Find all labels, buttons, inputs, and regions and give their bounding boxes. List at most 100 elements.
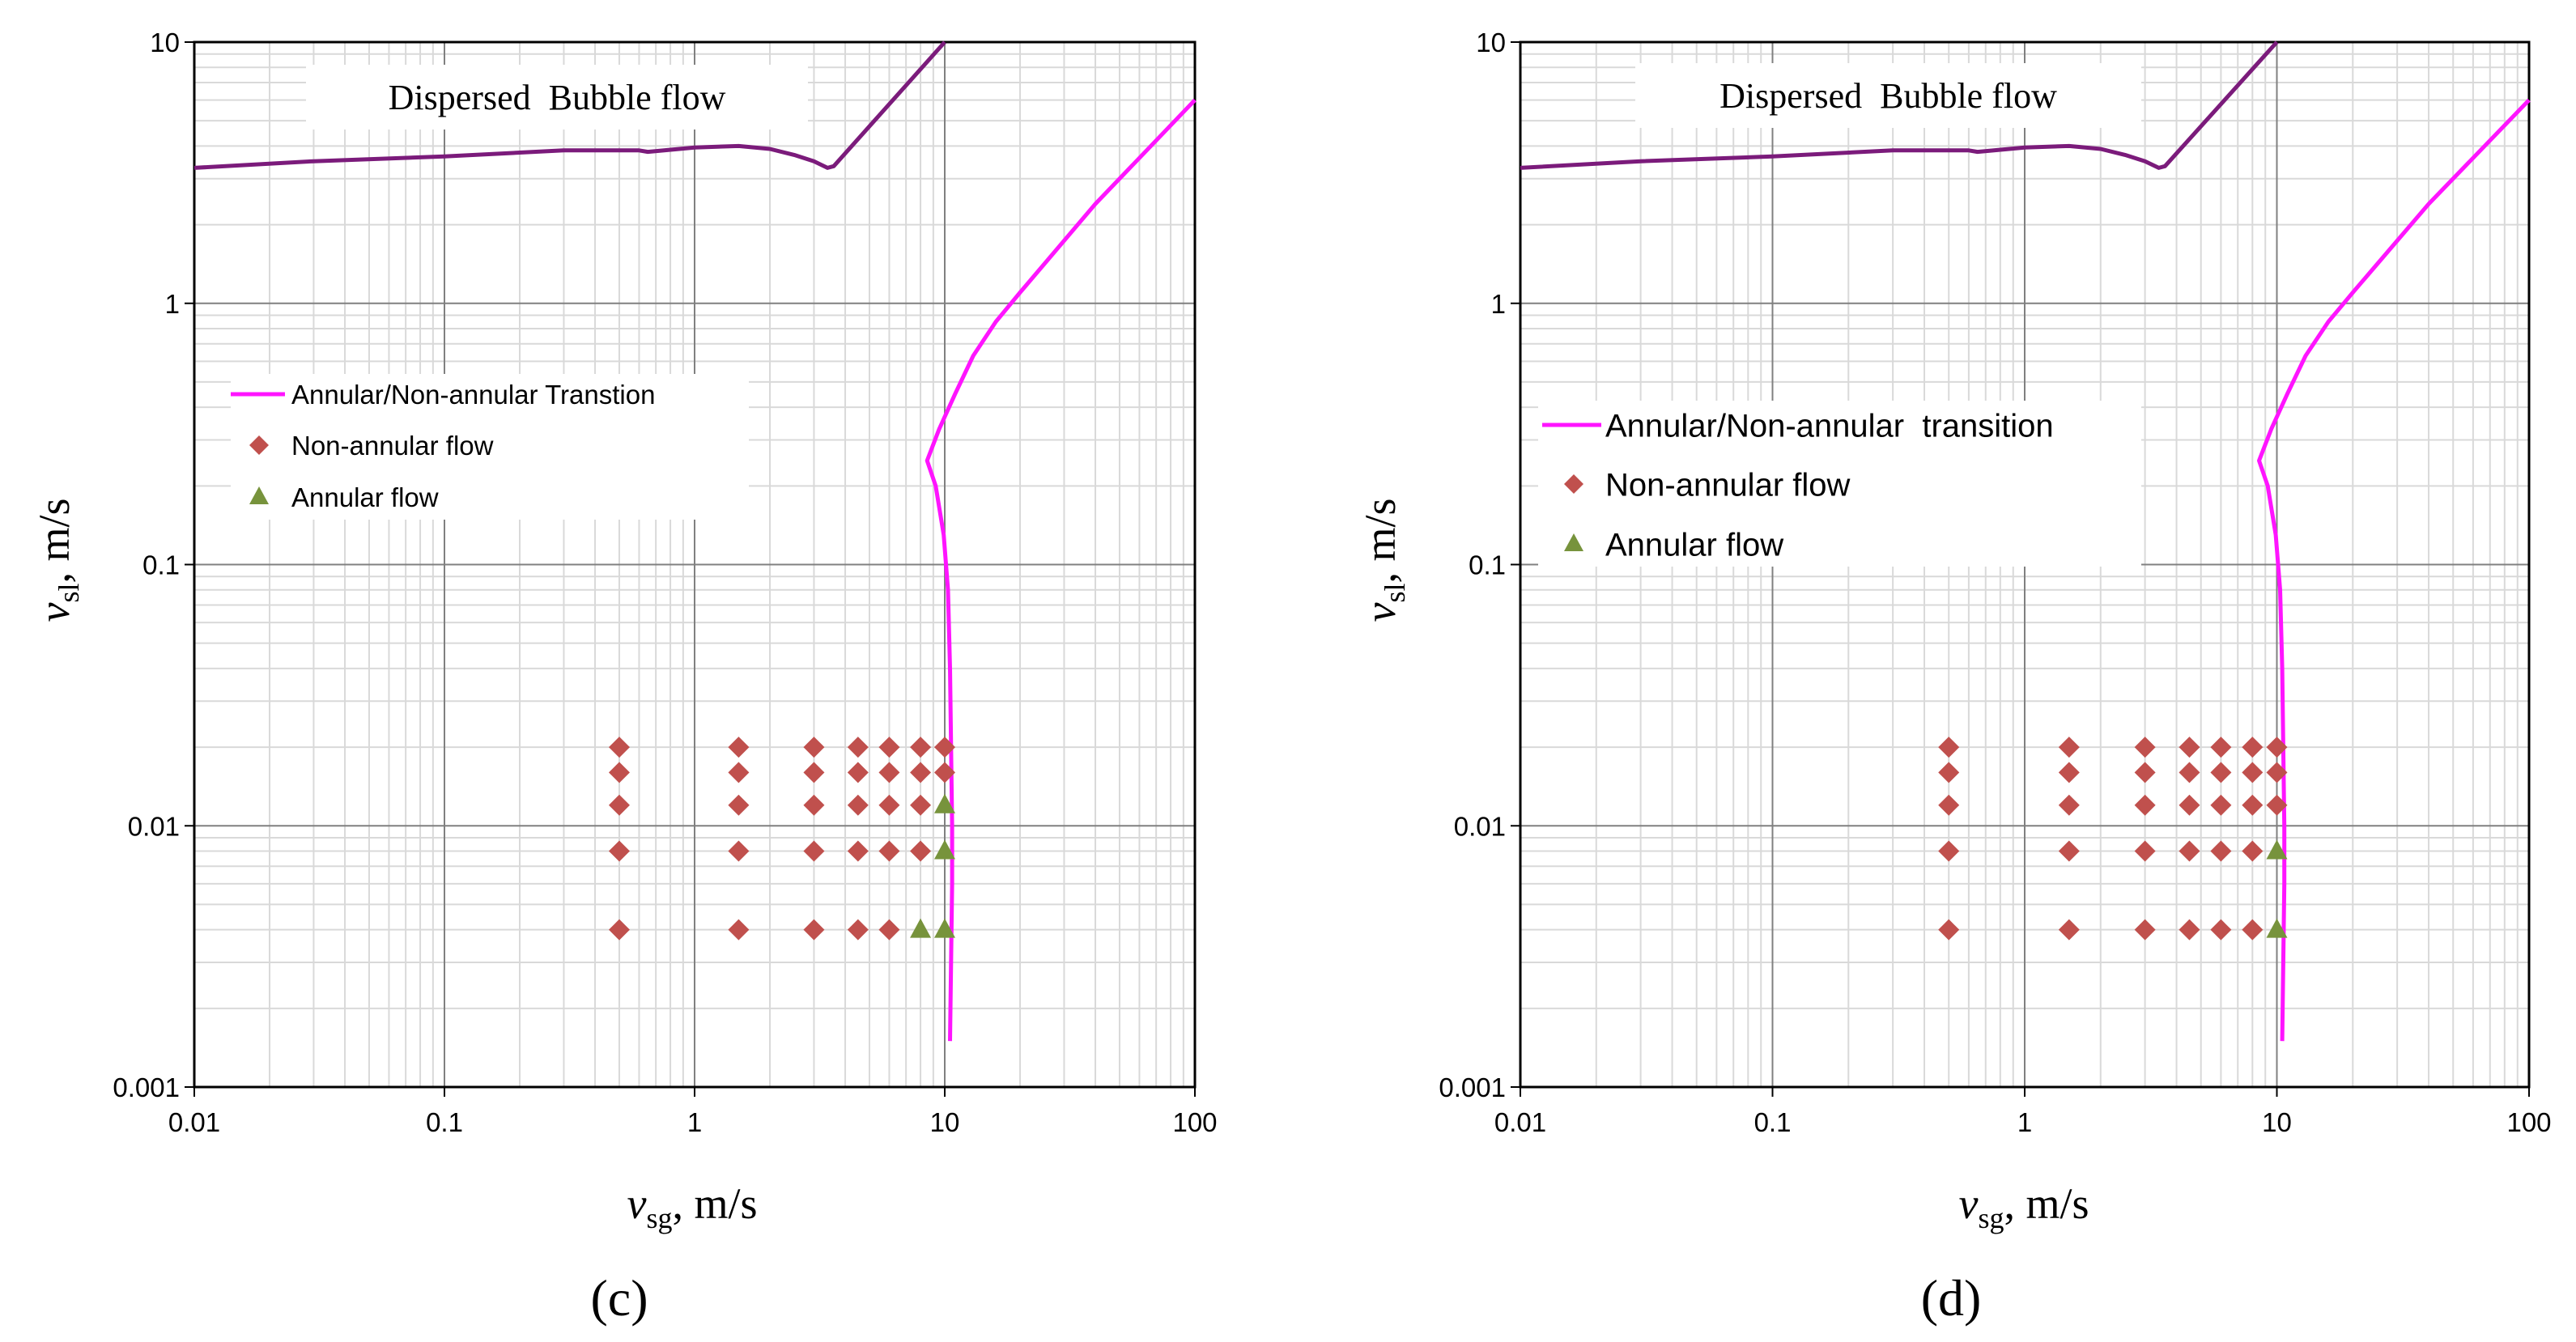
x-tick-label: 100: [1172, 1107, 1217, 1137]
legend-box: [231, 374, 749, 520]
marker-non-annular: [2179, 762, 2200, 784]
marker-non-annular: [1938, 737, 1960, 758]
legend-label-annular: Annular flow: [291, 482, 439, 512]
marker-non-annular: [2210, 737, 2232, 758]
marker-non-annular: [847, 919, 869, 941]
marker-non-annular: [1938, 762, 1960, 784]
marker-non-annular: [1938, 794, 1960, 816]
legend-label-transition: Annular/Non-annular transition: [1605, 408, 2054, 444]
marker-non-annular: [2210, 762, 2232, 784]
marker-annular: [2266, 839, 2288, 860]
marker-non-annular: [2179, 840, 2200, 862]
marker-non-annular: [934, 737, 955, 758]
marker-non-annular: [2242, 737, 2264, 758]
marker-non-annular: [728, 840, 750, 862]
marker-non-annular: [2266, 794, 2288, 816]
marker-non-annular: [2266, 762, 2288, 784]
marker-non-annular: [728, 919, 750, 941]
y-tick-label: 0.1: [1469, 550, 1506, 580]
marker-non-annular: [910, 794, 932, 816]
marker-non-annular: [803, 762, 825, 784]
marker-non-annular: [608, 762, 630, 784]
marker-non-annular: [2179, 919, 2200, 941]
marker-non-annular: [608, 737, 630, 758]
marker-non-annular: [847, 762, 869, 784]
marker-annular: [934, 793, 955, 813]
marker-non-annular: [2134, 919, 2156, 941]
marker-non-annular: [2179, 737, 2200, 758]
marker-non-annular: [2134, 840, 2156, 862]
marker-annular: [934, 918, 955, 938]
series-line-bubble-boundary: [193, 40, 946, 170]
plot-frame: [1519, 40, 2531, 1089]
legend-label-transition: Annular/Non-annular Transtion: [291, 380, 655, 410]
marker-non-annular: [1938, 919, 1960, 941]
marker-non-annular: [878, 737, 900, 758]
legend-swatch-annular: [1564, 533, 1583, 551]
y-tick-label: 0.01: [1454, 811, 1506, 841]
y-tick-label: 0.001: [113, 1072, 180, 1102]
x-tick-label: 0.01: [1494, 1107, 1546, 1137]
marker-non-annular: [728, 794, 750, 816]
x-axis-label: vsg, m/s: [1958, 1179, 2089, 1234]
marker-non-annular: [878, 919, 900, 941]
legend-label-non-annular: Non-annular flow: [1605, 467, 1850, 503]
marker-annular: [2266, 918, 2288, 938]
marker-non-annular: [728, 737, 750, 758]
marker-annular: [910, 918, 932, 938]
series-line-bubble-boundary: [1520, 40, 2279, 170]
x-tick-label: 0.1: [426, 1107, 463, 1137]
marker-non-annular: [608, 794, 630, 816]
marker-non-annular: [1938, 840, 1960, 862]
marker-non-annular: [847, 737, 869, 758]
marker-non-annular: [803, 794, 825, 816]
chart-panel-c: Dispersed Bubble flow 0.01 0.1 1 10 100 0.001 0…: [30, 28, 1218, 1327]
y-axis-label: vsl, m/s: [1356, 498, 1411, 622]
marker-non-annular: [847, 840, 869, 862]
marker-non-annular: [878, 794, 900, 816]
x-tick-label: 0.01: [168, 1107, 220, 1137]
marker-non-annular: [2242, 794, 2264, 816]
legend-label-annular: Annular flow: [1605, 527, 1783, 563]
marker-non-annular: [910, 762, 932, 784]
y-tick-label: 0.001: [1439, 1072, 1506, 1102]
marker-non-annular: [728, 762, 750, 784]
marker-non-annular: [803, 919, 825, 941]
region-label-dispersed-bubble: Dispersed Bubble flow: [1719, 76, 2057, 116]
marker-non-annular: [803, 737, 825, 758]
marker-non-annular: [910, 840, 932, 862]
region-label-dispersed-bubble: Dispersed Bubble flow: [389, 78, 726, 117]
marker-non-annular: [2058, 840, 2080, 862]
chart-panel-d: Dispersed Bubble flow 0.01 0.1 1 10 100 0.001 0…: [1356, 28, 2552, 1327]
legend-swatch-non-annular: [1564, 474, 1583, 494]
marker-non-annular: [910, 737, 932, 758]
x-tick-label: 100: [2506, 1107, 2551, 1137]
series-line-annular-transition: [2257, 98, 2531, 1042]
x-tick-label: 1: [2017, 1107, 2032, 1137]
marker-non-annular: [847, 794, 869, 816]
panel-label: (c): [590, 1269, 648, 1327]
x-tick-label: 0.1: [1754, 1107, 1792, 1137]
marker-non-annular: [803, 840, 825, 862]
marker-non-annular: [878, 762, 900, 784]
marker-non-annular: [2179, 794, 2200, 816]
marker-non-annular: [2058, 762, 2080, 784]
marker-non-annular: [2058, 737, 2080, 758]
marker-non-annular: [2058, 794, 2080, 816]
series-line-annular-transition: [925, 98, 1197, 1042]
marker-non-annular: [2242, 840, 2264, 862]
marker-non-annular: [2210, 794, 2232, 816]
plot-frame: [193, 40, 1197, 1089]
y-tick-label: 10: [1476, 28, 1506, 57]
marker-non-annular: [2134, 737, 2156, 758]
y-tick-label: 10: [150, 28, 180, 57]
legend-swatch-annular: [249, 486, 269, 504]
region-label-box: [306, 65, 808, 130]
x-tick-label: 1: [687, 1107, 702, 1137]
y-tick-label: 0.01: [128, 811, 180, 841]
marker-non-annular: [2134, 794, 2156, 816]
marker-non-annular: [2242, 919, 2264, 941]
legend-box: [1538, 401, 2141, 567]
marker-non-annular: [2210, 840, 2232, 862]
